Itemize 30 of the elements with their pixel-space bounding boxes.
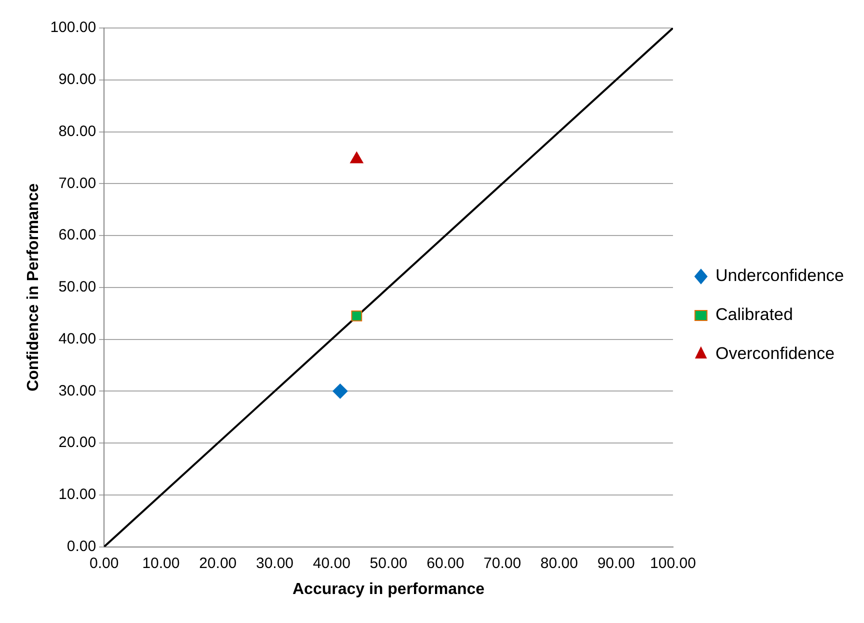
x-axis-title: Accuracy in performance: [292, 580, 485, 598]
y-tick-label: 40.00: [58, 330, 96, 348]
y-tick-label: 70.00: [58, 174, 96, 192]
point: [332, 384, 348, 399]
legend-label: Overconfidence: [715, 344, 835, 364]
legend-label: Underconfidence: [715, 266, 844, 286]
y-tick-label: 80.00: [58, 122, 96, 140]
x-tick-label: 20.00: [199, 554, 237, 572]
x-tick-label: 50.00: [370, 554, 408, 572]
legend-label: Calibrated: [715, 305, 793, 324]
y-tick-label: 20.00: [58, 434, 96, 452]
x-tick-label: 90.00: [597, 554, 635, 572]
x-tick-label: 100.00: [650, 554, 696, 572]
y-tick-label: 0.00: [66, 538, 96, 555]
y-tick-label: 30.00: [58, 382, 96, 400]
x-tick-label: 0.00: [89, 554, 119, 572]
x-tick-label: 10.00: [142, 554, 180, 572]
y-tick-label: 100.00: [50, 19, 96, 36]
point: [350, 152, 364, 164]
x-tick-label: 30.00: [256, 554, 294, 572]
y-tick-label: 50.00: [58, 278, 96, 296]
y-axis-title: Confidence in Performance: [25, 183, 42, 392]
x-tick-label: 40.00: [312, 554, 350, 572]
point: [351, 310, 362, 322]
x-tick-label: 70.00: [484, 554, 522, 572]
y-tick-label: 60.00: [58, 226, 96, 244]
x-tick-label: 80.00: [540, 554, 578, 572]
y-tick-label: 90.00: [58, 71, 96, 88]
y-tick-label: 10.00: [58, 486, 96, 504]
x-tick-label: 60.00: [426, 554, 464, 572]
